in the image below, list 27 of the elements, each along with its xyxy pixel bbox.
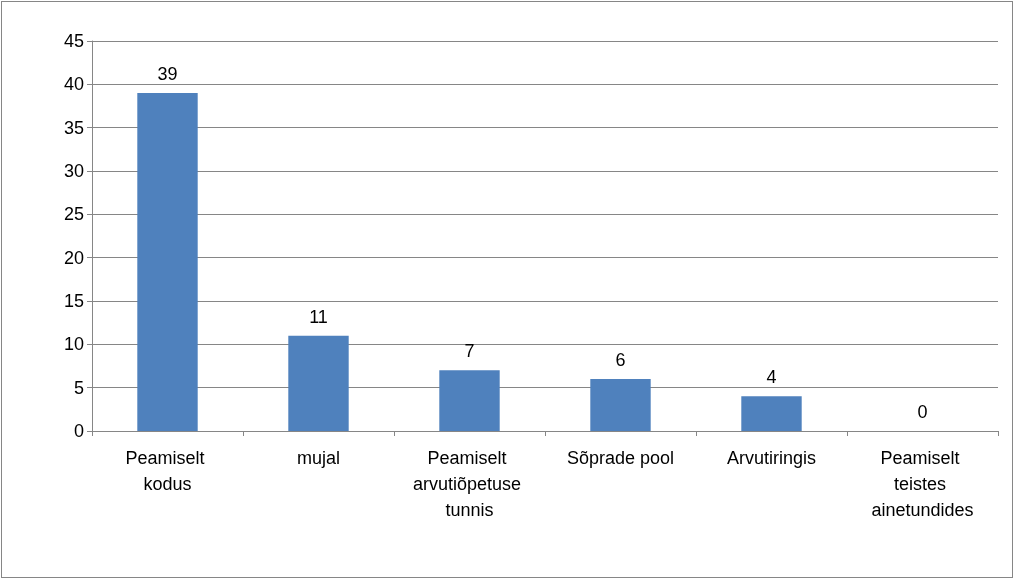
y-tick-label: 5 — [73, 377, 84, 398]
x-tick-label: Peamiselt kodus — [125, 448, 210, 494]
y-tick-label: 30 — [63, 161, 84, 181]
x-tick-label: Arvutiringis — [726, 448, 817, 468]
bar — [741, 396, 802, 431]
x-tick-label: Peamiselt teistes ainetundides — [871, 448, 974, 520]
y-tick-label: 35 — [63, 117, 84, 138]
bar — [288, 335, 349, 431]
data-label: 6 — [615, 350, 626, 370]
y-tick-label: 40 — [63, 74, 84, 95]
x-tick-label: Peamiselt arvutiõpetuse tunnis — [412, 448, 527, 520]
data-label: 39 — [157, 64, 178, 84]
data-label: 11 — [309, 306, 328, 327]
y-tick-label: 20 — [63, 247, 84, 268]
bar — [590, 379, 651, 431]
y-tick-label: 0 — [73, 421, 84, 441]
data-label: 7 — [464, 341, 475, 362]
bar — [137, 93, 198, 431]
y-tick-label: 15 — [63, 291, 84, 311]
y-tick-label: 25 — [63, 204, 84, 225]
y-tick-label: 10 — [63, 334, 84, 355]
bar — [439, 370, 500, 431]
x-tick-label: Sõprade pool — [566, 448, 675, 468]
y-tick-label: 45 — [63, 31, 84, 51]
data-label: 4 — [766, 367, 777, 388]
x-tick-label: mujal — [296, 448, 341, 468]
data-label: 0 — [917, 402, 928, 422]
